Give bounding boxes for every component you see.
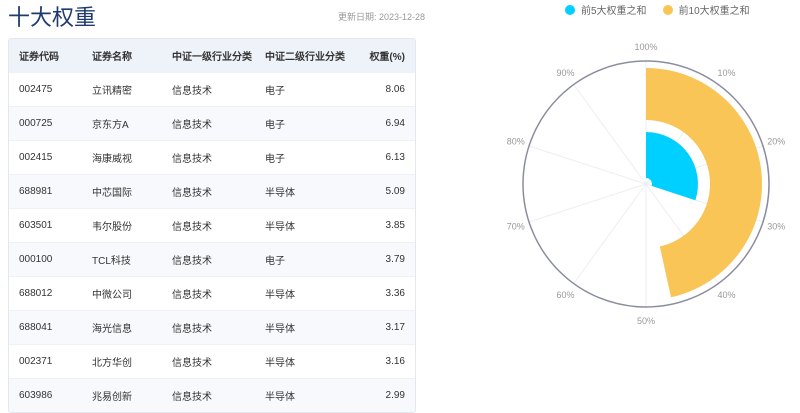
cell: 证券名称: [92, 52, 132, 63]
table-row: 002415 海康威视 信息技术 电子 6.13: [9, 140, 415, 174]
update-date: 更新日期: 2023-12-28: [338, 12, 426, 22]
chart-legend: 前5大权重之和 前10大权重之和: [565, 2, 750, 17]
tick-label: 80%: [507, 137, 525, 147]
table-row: 688012 中微公司 信息技术 半导体 3.36: [9, 276, 415, 310]
holdings-table: 证券代码 证券名称 中证一级行业分类 中证二级行业分类 权重(%) 002475 立讯精密信…: [8, 38, 416, 413]
cell: 半导体: [265, 188, 295, 199]
angle-axis-line: [522, 60, 770, 308]
cell: 信息技术: [172, 324, 212, 335]
cell: 海光信息: [92, 324, 132, 335]
cell: 北方华创: [92, 358, 132, 369]
cell: 688981: [19, 186, 53, 197]
table-header: 证券代码 证券名称 中证一级行业分类 中证二级行业分类 权重(%): [9, 39, 415, 72]
legend-dot: [662, 5, 673, 15]
cell: 半导体: [265, 324, 295, 335]
cell: 信息技术: [172, 290, 212, 301]
cell: 5.09: [385, 186, 405, 197]
cell: 权重(%): [369, 52, 405, 63]
tick-label: 70%: [507, 221, 525, 231]
cell: 信息技术: [172, 358, 212, 369]
cell: 半导体: [265, 392, 295, 403]
tick-label: 20%: [767, 137, 785, 147]
cell: 3.16: [385, 356, 405, 367]
cell: 信息技术: [172, 120, 212, 131]
tick-label: 30%: [767, 221, 785, 231]
bar-top5: [646, 132, 698, 201]
table-row: 603501 韦尔股份 信息技术 半导体 3.85: [9, 208, 415, 242]
cell: 半导体: [265, 358, 295, 369]
legend-label: 前10大权重之和: [678, 6, 750, 17]
tick-label: 50%: [637, 316, 655, 326]
table-row: 603986 兆易创新 信息技术 半导体 2.99: [9, 378, 415, 412]
cell: 6.94: [385, 118, 405, 129]
cell: 半导体: [265, 222, 295, 233]
cell: TCL科技: [92, 256, 131, 267]
cell: 信息技术: [172, 86, 212, 97]
cell: 电子: [265, 86, 285, 97]
legend-item-top10[interactable]: 前10大权重之和: [662, 2, 750, 17]
cell: 603501: [19, 220, 53, 231]
cell: 信息技术: [172, 392, 212, 403]
table-row: 002371 北方华创 信息技术 半导体 3.16: [9, 344, 415, 378]
cell: 002475: [19, 84, 53, 95]
cell: 中芯国际: [92, 188, 132, 199]
table-row: 000725 京东方A 信息技术 电子 6.94: [9, 106, 415, 140]
legend-item-top5[interactable]: 前5大权重之和: [565, 2, 647, 17]
table-row: 000100 TCL科技 信息技术 电子 3.79: [9, 242, 415, 276]
cell: 688041: [19, 322, 53, 333]
cell: 京东方A: [92, 120, 129, 131]
cell: 8.06: [385, 84, 405, 95]
tick-label: 100%: [634, 42, 657, 52]
cell: 兆易创新: [92, 392, 132, 403]
cell: 信息技术: [172, 256, 212, 267]
table-row: 688981 中芯国际 信息技术 半导体 5.09: [9, 174, 415, 208]
cell: 信息技术: [172, 188, 212, 199]
cell: 6.13: [385, 152, 405, 163]
cell: 电子: [265, 154, 285, 165]
cell: 3.85: [385, 220, 405, 231]
cell: 002371: [19, 356, 53, 367]
cell: 3.79: [385, 254, 405, 265]
cell: 3.36: [385, 288, 405, 299]
cell: 中微公司: [92, 290, 132, 301]
table-row: 688041 海光信息 信息技术 半导体 3.17: [9, 310, 415, 344]
bar-top10: [646, 68, 762, 298]
cell: 证券代码: [19, 52, 59, 63]
cell: 002415: [19, 152, 53, 163]
tick-label: 40%: [718, 290, 736, 300]
split-line: [528, 145, 647, 185]
legend-label: 前5大权重之和: [581, 6, 647, 17]
cell: 电子: [265, 256, 285, 267]
split-line: [573, 84, 647, 185]
tick-label: 60%: [556, 290, 574, 300]
cell: 信息技术: [172, 222, 212, 233]
cell: 603986: [19, 390, 53, 401]
tick-label: 10%: [718, 68, 736, 78]
cell: 中证二级行业分类: [265, 52, 345, 63]
cell: 3.17: [385, 322, 405, 333]
table-row: 002475 立讯精密 信息技术 电子 8.06: [9, 72, 415, 106]
cell: 2.99: [385, 390, 405, 401]
cell: 信息技术: [172, 154, 212, 165]
cell: 000100: [19, 254, 53, 265]
cell: 立讯精密: [92, 86, 132, 97]
cell: 688012: [19, 288, 53, 299]
cell: 中证一级行业分类: [172, 52, 252, 63]
cell: 000725: [19, 118, 53, 129]
split-line: [573, 183, 647, 284]
cell: 电子: [265, 120, 285, 131]
tick-label: 90%: [556, 68, 574, 78]
cell: 海康威视: [92, 154, 132, 165]
cell: 半导体: [265, 290, 295, 301]
cell: 韦尔股份: [92, 222, 132, 233]
split-line: [528, 183, 647, 223]
page-title: 十大权重: [8, 5, 97, 30]
legend-dot: [565, 5, 575, 15]
